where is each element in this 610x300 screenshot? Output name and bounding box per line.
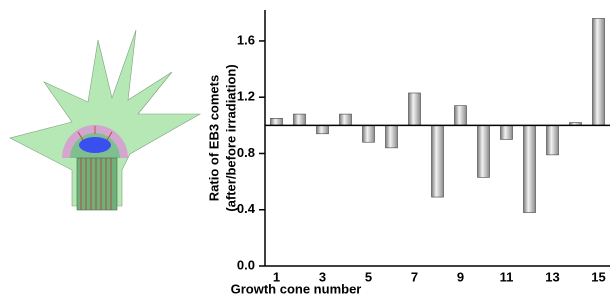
x-axis-label: Growth cone number [231, 281, 362, 296]
x-tick-label: 15 [591, 269, 605, 284]
bar [593, 18, 605, 125]
x-tick-label: 13 [545, 269, 559, 284]
bar [294, 114, 306, 125]
bar [455, 106, 467, 126]
y-tick-label: 0.0 [237, 257, 255, 272]
figure: Growth cone number Ratio of EB3 comets (… [0, 0, 610, 300]
y-axis-label: Ratio of EB3 comets [206, 75, 221, 201]
bar [409, 93, 421, 125]
bar [340, 114, 352, 125]
y-tick-label: 0.4 [237, 201, 256, 216]
bar [501, 125, 513, 139]
bar [317, 125, 329, 133]
y-tick-label: 0.8 [237, 145, 255, 160]
x-tick-label: 5 [365, 269, 372, 284]
bar [478, 125, 490, 177]
x-tick-label: 7 [411, 269, 418, 284]
bar [363, 125, 375, 142]
y-tick-label: 1.2 [237, 89, 255, 104]
x-tick-label: 11 [500, 269, 514, 284]
x-tick-label: 3 [319, 269, 326, 284]
bar [432, 125, 444, 197]
bar [386, 125, 398, 148]
y-axis-label: (after/before irradiation) [223, 64, 238, 211]
bar [271, 118, 283, 125]
x-tick-label: 9 [457, 269, 464, 284]
bar [547, 125, 559, 155]
growth-cone-diagram [10, 30, 200, 210]
y-tick-label: 1.6 [237, 32, 255, 47]
bar [524, 125, 536, 212]
x-tick-label: 1 [273, 269, 280, 284]
